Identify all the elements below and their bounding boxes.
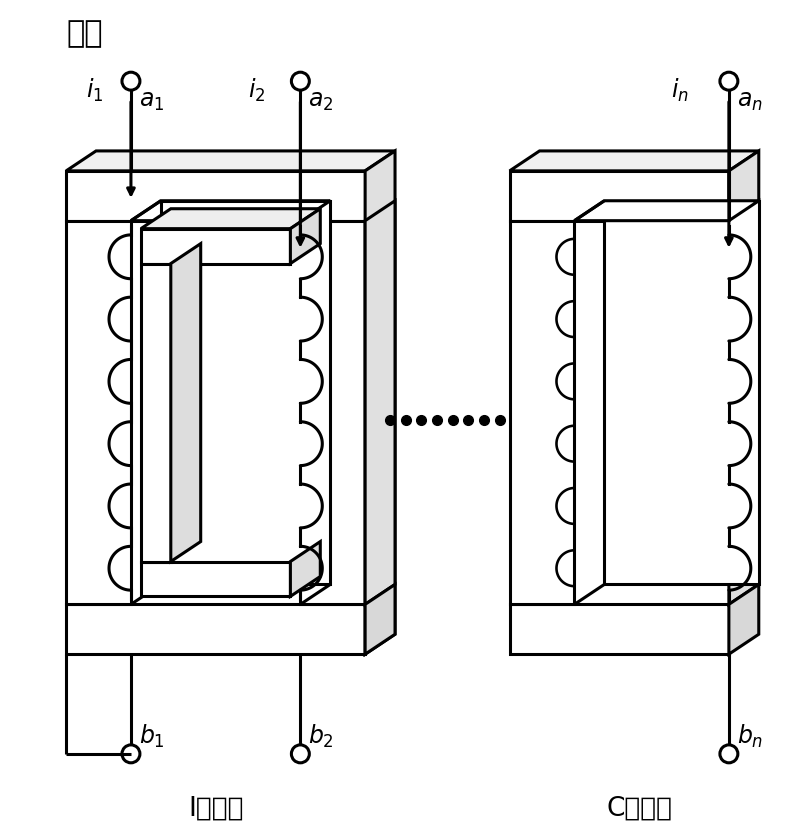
Text: $b_1$: $b_1$: [139, 722, 165, 749]
Circle shape: [720, 72, 738, 91]
Polygon shape: [510, 171, 729, 220]
Polygon shape: [300, 220, 365, 604]
Polygon shape: [141, 263, 171, 561]
Polygon shape: [141, 209, 320, 229]
Circle shape: [291, 745, 309, 763]
Polygon shape: [604, 201, 759, 584]
Polygon shape: [290, 541, 320, 597]
Polygon shape: [66, 604, 365, 654]
Text: $i_2$: $i_2$: [248, 76, 265, 104]
Polygon shape: [66, 151, 395, 171]
Text: $b_2$: $b_2$: [308, 722, 334, 749]
Polygon shape: [729, 584, 759, 654]
Circle shape: [122, 72, 140, 91]
Polygon shape: [141, 561, 290, 597]
Text: C型磁芯: C型磁芯: [606, 795, 672, 821]
Text: I型磁芯: I型磁芯: [188, 795, 244, 821]
Polygon shape: [365, 584, 395, 654]
Text: $a_1$: $a_1$: [139, 89, 164, 113]
Polygon shape: [161, 201, 330, 584]
Text: $b_n$: $b_n$: [737, 722, 763, 749]
Text: $i_1$: $i_1$: [86, 76, 103, 104]
Text: $a_2$: $a_2$: [308, 89, 333, 113]
Polygon shape: [729, 151, 759, 220]
Polygon shape: [729, 201, 759, 604]
Polygon shape: [510, 151, 759, 171]
Text: $i_n$: $i_n$: [671, 76, 689, 104]
Text: $a_n$: $a_n$: [737, 89, 763, 113]
Polygon shape: [365, 201, 395, 604]
Polygon shape: [365, 151, 395, 654]
Polygon shape: [290, 209, 320, 263]
Polygon shape: [66, 171, 365, 220]
Circle shape: [122, 745, 140, 763]
Polygon shape: [141, 229, 290, 263]
Polygon shape: [574, 201, 759, 220]
Polygon shape: [131, 201, 330, 220]
Text: 连线: 连线: [66, 18, 103, 48]
Polygon shape: [66, 220, 131, 604]
Polygon shape: [510, 220, 574, 604]
Circle shape: [291, 72, 309, 91]
Circle shape: [720, 745, 738, 763]
Polygon shape: [510, 604, 729, 654]
Polygon shape: [171, 244, 201, 561]
